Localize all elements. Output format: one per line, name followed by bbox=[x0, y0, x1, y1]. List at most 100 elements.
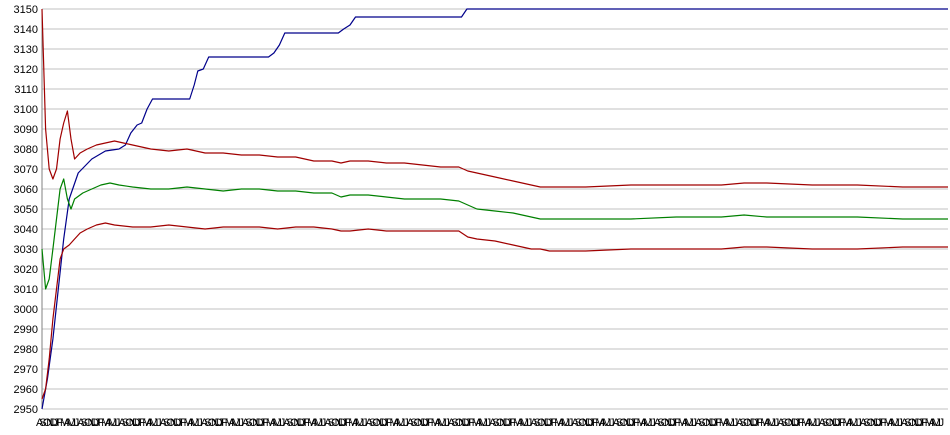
x-tick-label: N bbox=[829, 417, 837, 429]
x-tick-label: M bbox=[355, 417, 364, 429]
x-tick-label: O bbox=[414, 417, 423, 429]
y-tick-label: 3090 bbox=[14, 124, 38, 136]
x-tick-label: D bbox=[91, 417, 99, 429]
x-tick-label: M bbox=[637, 417, 646, 429]
x-tick-label: N bbox=[705, 417, 713, 429]
x-tick-label: S bbox=[369, 417, 376, 429]
x-tick-label: J bbox=[239, 417, 245, 429]
x-tick-label: J bbox=[856, 417, 862, 429]
x-tick-label: J bbox=[362, 417, 368, 429]
x-tick-label: D bbox=[420, 417, 428, 429]
x-tick-label: A bbox=[777, 417, 785, 429]
x-tick-label: M bbox=[390, 417, 399, 429]
x-tick-label: A bbox=[475, 417, 483, 429]
x-tick-label: S bbox=[698, 417, 705, 429]
x-tick-label: A bbox=[736, 417, 744, 429]
x-tick-label: J bbox=[197, 417, 203, 429]
x-tick-label: A bbox=[928, 417, 936, 429]
x-tick-label: M bbox=[190, 417, 199, 429]
x-tick-label: A bbox=[558, 417, 566, 429]
x-tick-label: A bbox=[201, 417, 209, 429]
x-tick-label: S bbox=[575, 417, 582, 429]
x-tick-label: J bbox=[609, 417, 615, 429]
x-tick-label: J bbox=[317, 417, 323, 429]
x-tick-label: A bbox=[654, 417, 662, 429]
x-tick-label: F bbox=[345, 417, 352, 429]
x-tick-label: D bbox=[215, 417, 223, 429]
y-tick-label: 3060 bbox=[14, 184, 38, 196]
x-tick-label: M bbox=[932, 417, 941, 429]
x-tick-label: J bbox=[589, 417, 595, 429]
x-tick-label: N bbox=[623, 417, 631, 429]
x-tick-label: J bbox=[153, 417, 159, 429]
x-tick-label: A bbox=[187, 417, 195, 429]
x-tick-label: O bbox=[125, 417, 134, 429]
x-tick-label: M bbox=[60, 417, 69, 429]
x-tick-label: M bbox=[685, 417, 694, 429]
x-tick-label: F bbox=[798, 417, 805, 429]
x-tick-label: F bbox=[304, 417, 311, 429]
x-tick-label: J bbox=[712, 417, 718, 429]
x-tick-label: M bbox=[808, 417, 817, 429]
x-tick-label: F bbox=[468, 417, 475, 429]
x-tick-label: N bbox=[129, 417, 137, 429]
x-tick-label: A bbox=[489, 417, 497, 429]
x-tick-label: J bbox=[606, 417, 612, 429]
x-tick-label: M bbox=[884, 417, 893, 429]
x-tick-label: N bbox=[788, 417, 796, 429]
x-tick-label: M bbox=[925, 417, 934, 429]
x-tick-label: A bbox=[283, 417, 291, 429]
x-tick-label: A bbox=[407, 417, 415, 429]
y-tick-label: 3000 bbox=[14, 304, 38, 316]
x-tick-label: A bbox=[571, 417, 579, 429]
x-tick-label: S bbox=[781, 417, 788, 429]
x-tick-label: S bbox=[616, 417, 623, 429]
x-tick-label: D bbox=[915, 417, 923, 429]
x-tick-label: O bbox=[249, 417, 258, 429]
x-tick-label: J bbox=[70, 417, 76, 429]
x-tick-label: J bbox=[94, 417, 100, 429]
x-tick-label: J bbox=[794, 417, 800, 429]
x-tick-label: M bbox=[801, 417, 810, 429]
x-tick-label: M bbox=[273, 417, 282, 429]
x-tick-label: A bbox=[613, 417, 621, 429]
x-tick-label: J bbox=[527, 417, 533, 429]
x-tick-label: S bbox=[492, 417, 499, 429]
x-tick-label: J bbox=[836, 417, 842, 429]
x-tick-label: M bbox=[149, 417, 158, 429]
x-tick-label: M bbox=[760, 417, 769, 429]
x-tick-label: S bbox=[204, 417, 211, 429]
x-tick-label: D bbox=[462, 417, 470, 429]
x-tick-label: S bbox=[410, 417, 417, 429]
x-tick-label: F bbox=[139, 417, 146, 429]
x-tick-label: M bbox=[849, 417, 858, 429]
x-tick-label: D bbox=[750, 417, 758, 429]
x-tick-label: M bbox=[108, 417, 117, 429]
x-tick-label: O bbox=[908, 417, 917, 429]
x-tick-label: M bbox=[67, 417, 76, 429]
x-tick-label: F bbox=[551, 417, 558, 429]
x-tick-label: J bbox=[688, 417, 694, 429]
x-tick-label: M bbox=[438, 417, 447, 429]
y-tick-label: 2950 bbox=[14, 404, 38, 416]
x-tick-label: S bbox=[81, 417, 88, 429]
x-tick-label: J bbox=[939, 417, 945, 429]
x-tick-label: J bbox=[300, 417, 306, 429]
x-tick-label: M bbox=[225, 417, 234, 429]
y-tick-label: 3030 bbox=[14, 244, 38, 256]
x-tick-label: A bbox=[160, 417, 168, 429]
x-tick-label: S bbox=[822, 417, 829, 429]
x-tick-label: S bbox=[287, 417, 294, 429]
x-tick-label: D bbox=[585, 417, 593, 429]
x-tick-label: A bbox=[64, 417, 72, 429]
x-tick-label: J bbox=[630, 417, 636, 429]
x-tick-label: J bbox=[935, 417, 941, 429]
x-tick-label: A bbox=[324, 417, 332, 429]
x-tick-label: D bbox=[379, 417, 387, 429]
x-tick-label: J bbox=[650, 417, 656, 429]
y-tick-label: 3150 bbox=[14, 4, 38, 16]
x-tick-label: O bbox=[166, 417, 175, 429]
x-tick-label: A bbox=[228, 417, 236, 429]
x-tick-label: M bbox=[513, 417, 522, 429]
